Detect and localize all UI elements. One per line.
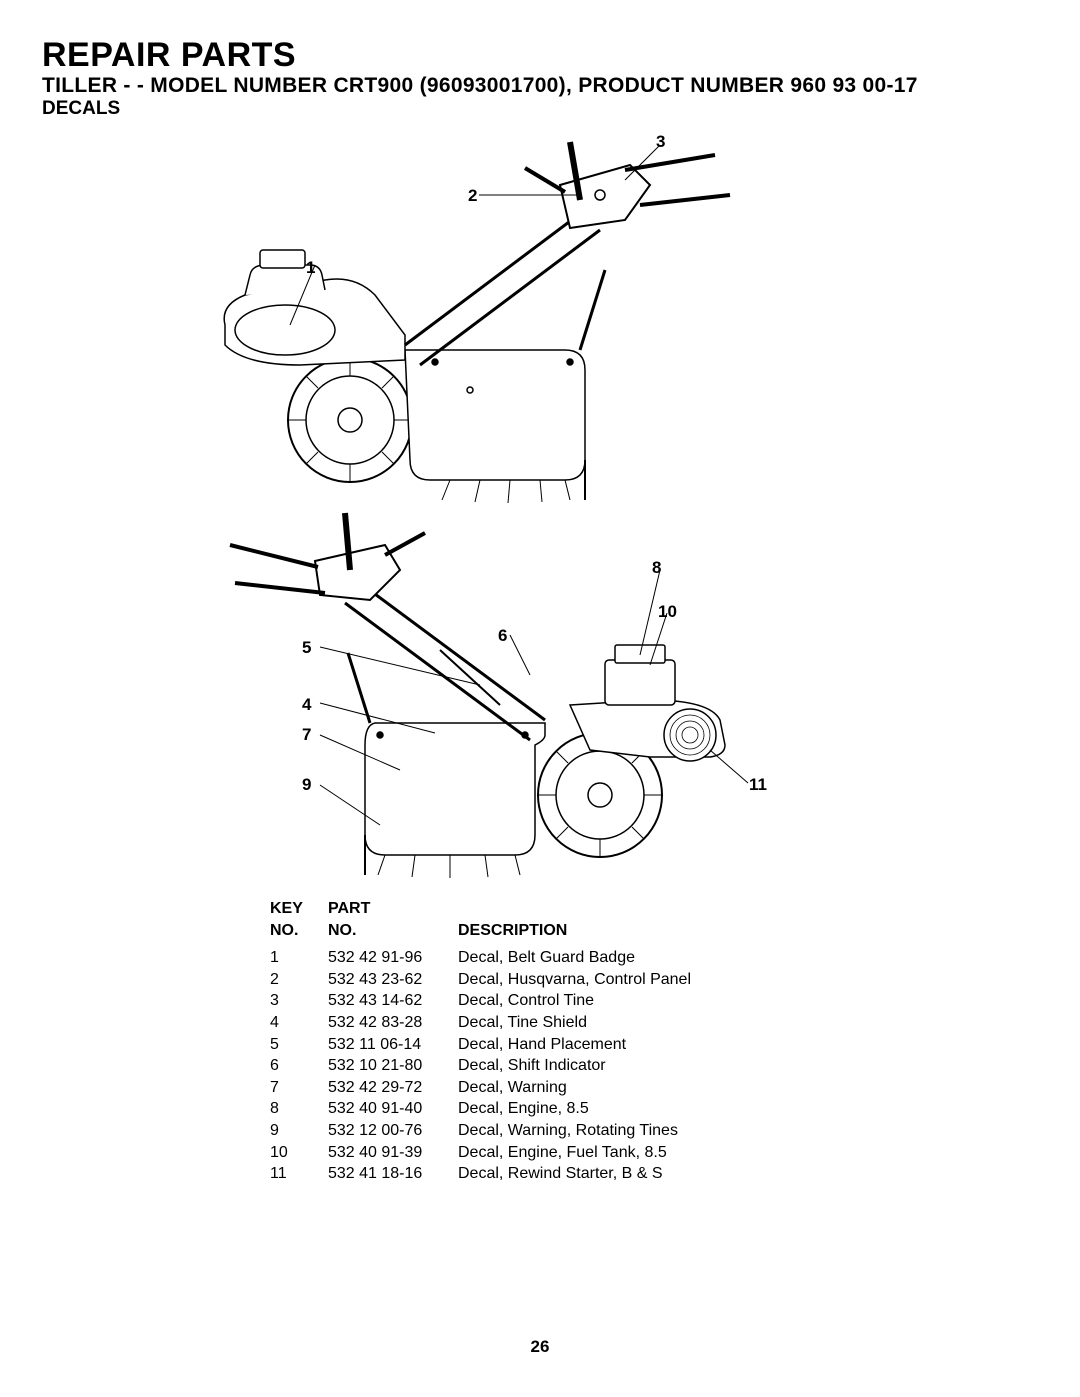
cell-part: 532 42 29-72 — [328, 1077, 458, 1099]
parts-table: KEY NO. PART NO. DESCRIPTION 1 532 42 91… — [270, 898, 691, 1185]
callout-11: 11 — [749, 775, 767, 795]
cell-part: 532 41 18-16 — [328, 1163, 458, 1185]
page-number: 26 — [531, 1337, 550, 1357]
table-row: 7 532 42 29-72 Decal, Warning — [270, 1077, 691, 1099]
cell-key: 3 — [270, 990, 328, 1012]
header-desc: DESCRIPTION — [458, 920, 567, 942]
table-row: 5 532 11 06-14 Decal, Hand Placement — [270, 1034, 691, 1056]
callout-3: 3 — [656, 132, 665, 152]
table-row: 1 532 42 91-96 Decal, Belt Guard Badge — [270, 947, 691, 969]
cell-desc: Decal, Warning — [458, 1077, 691, 1099]
table-row: 4 532 42 83-28 Decal, Tine Shield — [270, 1012, 691, 1034]
cell-part: 532 43 23-62 — [328, 969, 458, 991]
callout-6: 6 — [498, 626, 507, 646]
cell-part: 532 12 00-76 — [328, 1120, 458, 1142]
header-key: KEY — [270, 898, 328, 920]
cell-part: 532 42 83-28 — [328, 1012, 458, 1034]
cell-key: 10 — [270, 1142, 328, 1164]
callout-9: 9 — [302, 775, 311, 795]
cell-key: 5 — [270, 1034, 328, 1056]
header-key-no: NO. — [270, 920, 328, 942]
cell-part: 532 42 91-96 — [328, 947, 458, 969]
cell-key: 9 — [270, 1120, 328, 1142]
cell-key: 7 — [270, 1077, 328, 1099]
table-row: 11 532 41 18-16 Decal, Rewind Starter, B… — [270, 1163, 691, 1185]
cell-part: 532 40 91-40 — [328, 1098, 458, 1120]
cell-key: 8 — [270, 1098, 328, 1120]
cell-desc: Decal, Shift Indicator — [458, 1055, 691, 1077]
cell-desc: Decal, Control Tine — [458, 990, 691, 1012]
section-label: DECALS — [42, 98, 120, 120]
table-row: 6 532 10 21-80 Decal, Shift Indicator — [270, 1055, 691, 1077]
callout-4: 4 — [302, 695, 311, 715]
cell-key: 1 — [270, 947, 328, 969]
callout-1: 1 — [306, 258, 315, 278]
model-subtitle: TILLER - - MODEL NUMBER CRT900 (96093001… — [42, 74, 918, 98]
tiller-diagram-top — [170, 130, 790, 520]
cell-desc: Decal, Hand Placement — [458, 1034, 691, 1056]
callout-10: 10 — [658, 602, 677, 622]
cell-desc: Decal, Engine, Fuel Tank, 8.5 — [458, 1142, 691, 1164]
cell-key: 11 — [270, 1163, 328, 1185]
table-row: 9 532 12 00-76 Decal, Warning, Rotating … — [270, 1120, 691, 1142]
callout-8: 8 — [652, 558, 661, 578]
cell-key: 4 — [270, 1012, 328, 1034]
header-part: PART — [328, 898, 458, 920]
cell-part: 532 10 21-80 — [328, 1055, 458, 1077]
callout-7: 7 — [302, 725, 311, 745]
cell-part: 532 43 14-62 — [328, 990, 458, 1012]
cell-desc: Decal, Husqvarna, Control Panel — [458, 969, 691, 991]
page-title: REPAIR PARTS — [42, 36, 296, 75]
cell-desc: Decal, Tine Shield — [458, 1012, 691, 1034]
cell-desc: Decal, Rewind Starter, B & S — [458, 1163, 691, 1185]
header-part-no: NO. — [328, 920, 458, 942]
cell-desc: Decal, Belt Guard Badge — [458, 947, 691, 969]
cell-part: 532 11 06-14 — [328, 1034, 458, 1056]
table-row: 3 532 43 14-62 Decal, Control Tine — [270, 990, 691, 1012]
table-row: 8 532 40 91-40 Decal, Engine, 8.5 — [270, 1098, 691, 1120]
cell-desc: Decal, Engine, 8.5 — [458, 1098, 691, 1120]
cell-desc: Decal, Warning, Rotating Tines — [458, 1120, 691, 1142]
tiller-diagram-bottom — [150, 505, 790, 895]
callout-5: 5 — [302, 638, 311, 658]
table-row: 10 532 40 91-39 Decal, Engine, Fuel Tank… — [270, 1142, 691, 1164]
cell-part: 532 40 91-39 — [328, 1142, 458, 1164]
table-header: KEY NO. PART NO. DESCRIPTION — [270, 898, 691, 941]
table-row: 2 532 43 23-62 Decal, Husqvarna, Control… — [270, 969, 691, 991]
callout-2: 2 — [468, 186, 477, 206]
cell-key: 2 — [270, 969, 328, 991]
cell-key: 6 — [270, 1055, 328, 1077]
